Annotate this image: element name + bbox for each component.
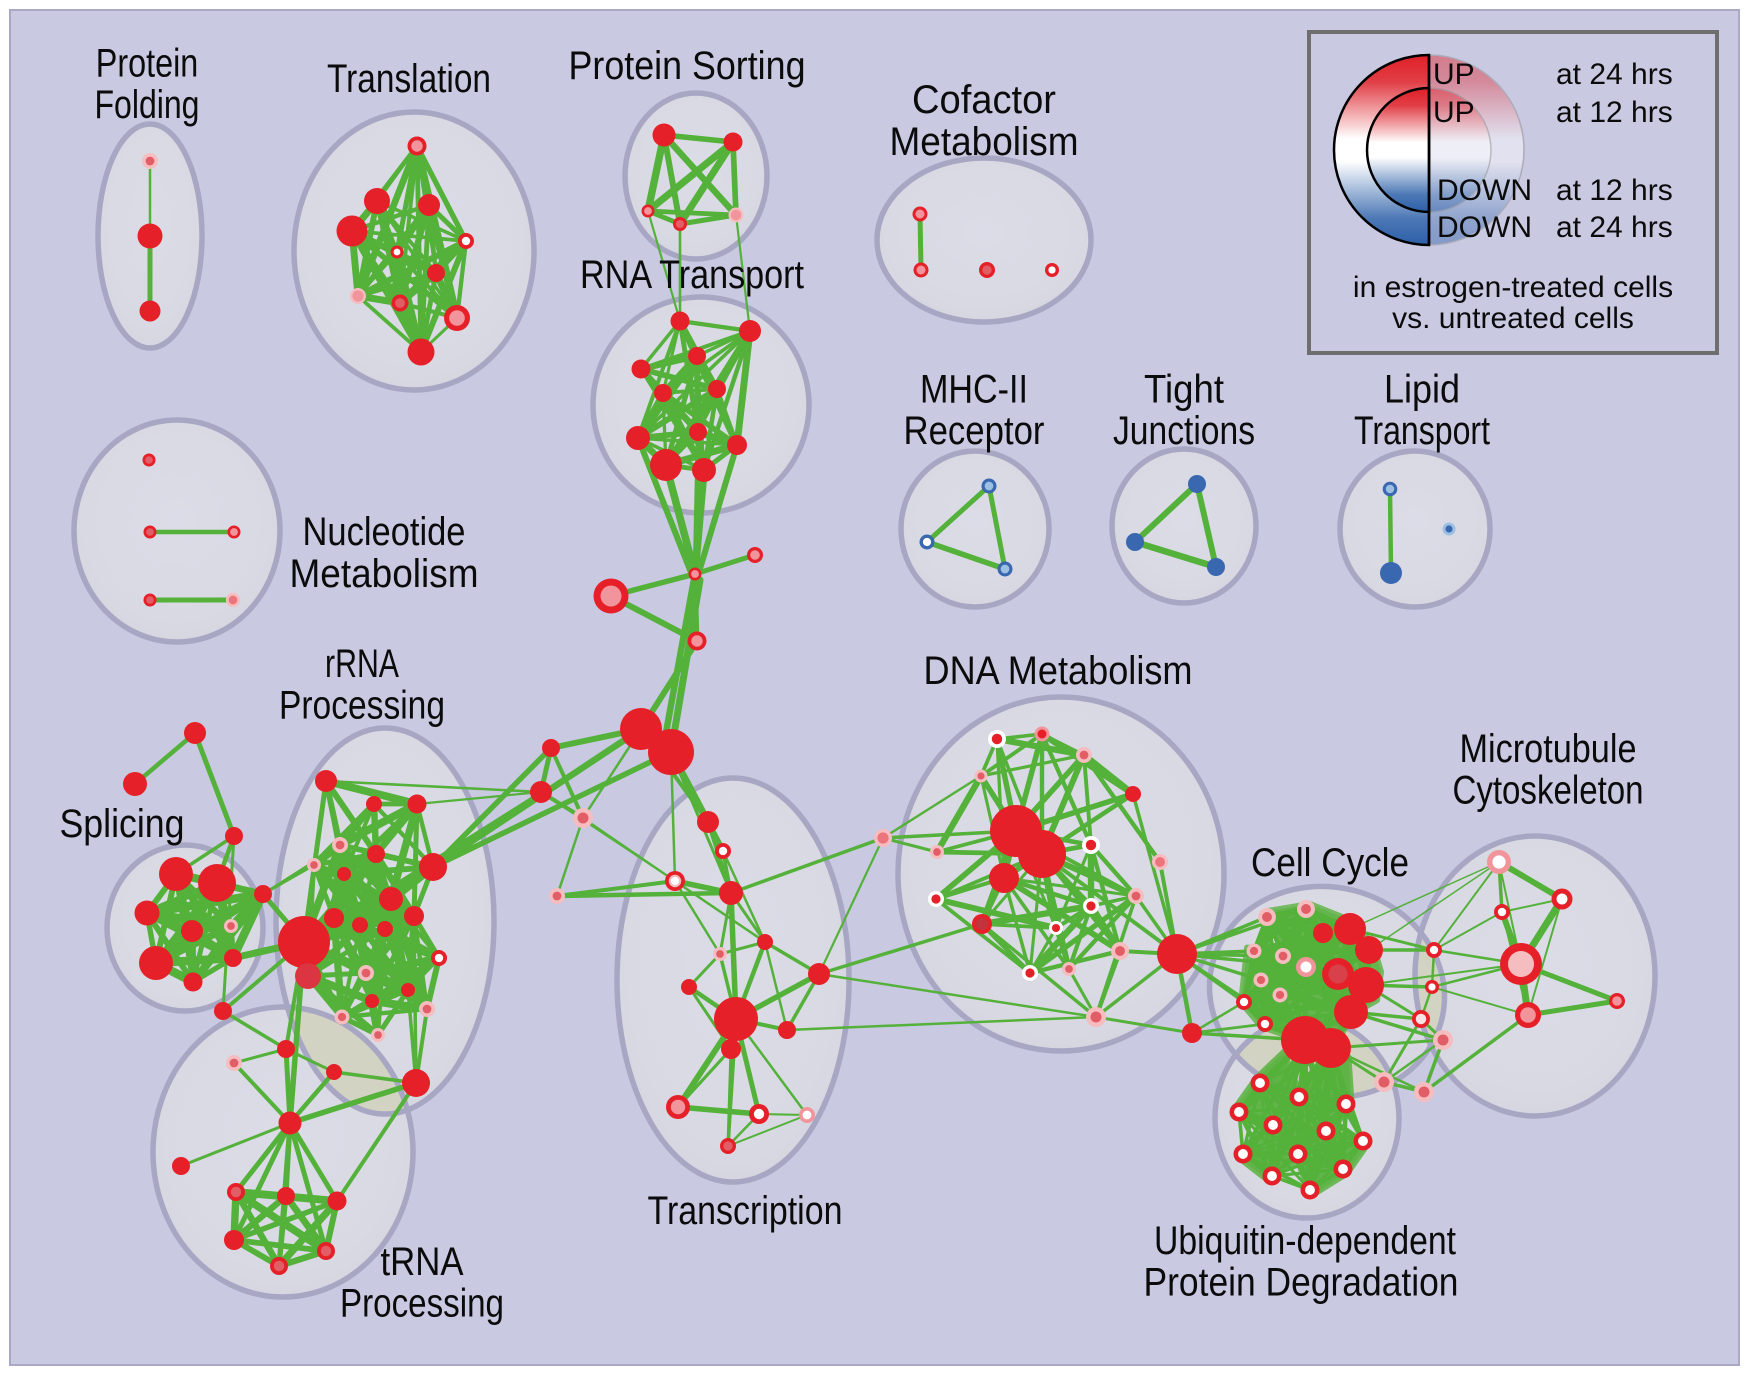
svg-text:rRNA: rRNA bbox=[325, 642, 399, 686]
svg-text:Cofactor: Cofactor bbox=[912, 78, 1056, 122]
svg-text:RNA Transport: RNA Transport bbox=[580, 253, 804, 297]
svg-text:UP: UP bbox=[1433, 58, 1475, 91]
svg-text:in estrogen-treated cells: in estrogen-treated cells bbox=[1353, 271, 1673, 304]
svg-text:Folding: Folding bbox=[95, 83, 200, 127]
svg-text:Splicing: Splicing bbox=[60, 802, 185, 846]
svg-text:DNA Metabolism: DNA Metabolism bbox=[924, 649, 1193, 693]
svg-text:Tight: Tight bbox=[1144, 368, 1224, 412]
svg-text:Microtubule: Microtubule bbox=[1460, 727, 1637, 771]
svg-text:Cell Cycle: Cell Cycle bbox=[1251, 841, 1409, 885]
svg-text:at 12 hrs: at 12 hrs bbox=[1556, 174, 1673, 207]
svg-text:Translation: Translation bbox=[327, 57, 491, 101]
svg-text:Metabolism: Metabolism bbox=[890, 120, 1079, 164]
svg-text:Nucleotide: Nucleotide bbox=[303, 510, 466, 554]
svg-text:Cytoskeleton: Cytoskeleton bbox=[1453, 769, 1644, 813]
svg-text:Transcription: Transcription bbox=[648, 1189, 843, 1233]
svg-text:Metabolism: Metabolism bbox=[290, 552, 479, 596]
svg-text:Processing: Processing bbox=[340, 1282, 504, 1326]
svg-text:Protein Degradation: Protein Degradation bbox=[1144, 1261, 1459, 1305]
svg-text:Lipid: Lipid bbox=[1384, 368, 1460, 412]
svg-text:DOWN: DOWN bbox=[1437, 174, 1532, 207]
svg-text:Receptor: Receptor bbox=[904, 409, 1045, 453]
svg-text:Transport: Transport bbox=[1354, 409, 1490, 453]
svg-text:at 24 hrs: at 24 hrs bbox=[1556, 58, 1673, 91]
svg-text:tRNA: tRNA bbox=[381, 1240, 464, 1284]
svg-text:Protein: Protein bbox=[96, 42, 199, 86]
svg-text:UP: UP bbox=[1433, 96, 1475, 129]
svg-text:Protein Sorting: Protein Sorting bbox=[569, 44, 806, 88]
svg-text:Processing: Processing bbox=[279, 684, 445, 728]
svg-text:DOWN: DOWN bbox=[1437, 211, 1532, 244]
svg-text:at 24 hrs: at 24 hrs bbox=[1556, 211, 1673, 244]
svg-text:Ubiquitin-dependent: Ubiquitin-dependent bbox=[1154, 1219, 1456, 1263]
svg-text:MHC-II: MHC-II bbox=[920, 368, 1028, 412]
svg-text:at 12 hrs: at 12 hrs bbox=[1556, 96, 1673, 129]
svg-text:Junctions: Junctions bbox=[1113, 409, 1255, 453]
svg-text:vs. untreated cells: vs. untreated cells bbox=[1392, 302, 1634, 335]
